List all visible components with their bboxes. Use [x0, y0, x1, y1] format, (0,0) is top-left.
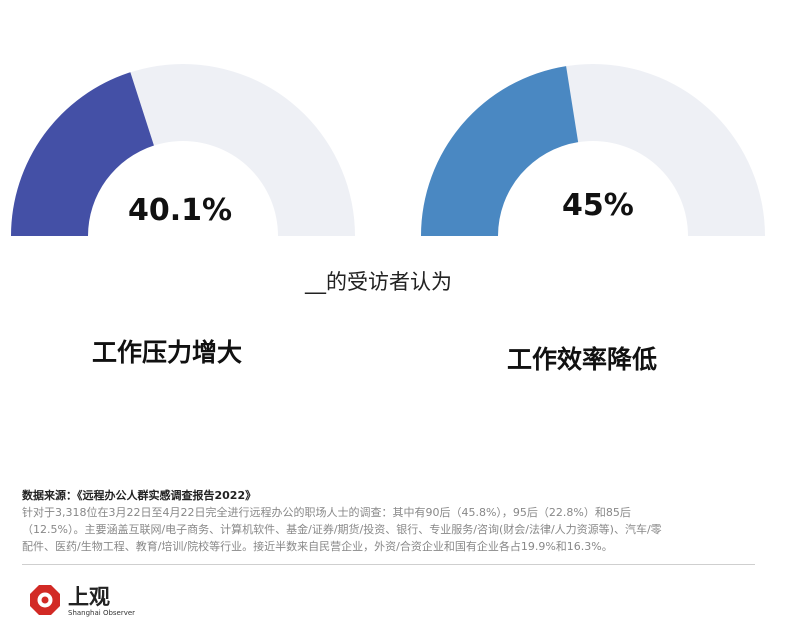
gauge-left-category-label: 工作压力增大 — [92, 338, 243, 367]
source-line: 配件、医药/生物工程、教育/培训/院校等行业。接近半数来自民营企业，外资/合资企… — [22, 540, 613, 553]
logo-mark-icon — [30, 585, 60, 615]
gauge-left-value-label: 40.1% — [128, 193, 233, 228]
shanghai-observer-logo: 上观 Shanghai Observer — [28, 583, 138, 623]
gauge-right-value-label: 45% — [562, 188, 634, 223]
gauge-chart-left — [11, 64, 355, 236]
logo-text: 上观 — [68, 584, 110, 609]
gauge-chart-right — [421, 64, 765, 236]
respondents-caption: __的受访者认为 — [305, 270, 452, 294]
logo-subtext: Shanghai Observer — [68, 609, 136, 617]
source-line: 针对于3,318位在3月22日至4月22日完全进行远程办公的职场人士的调查：其中… — [22, 506, 631, 519]
gauge-right-category-label: 工作效率降低 — [507, 345, 658, 374]
data-source-note: 数据来源：《远程办公人群实感调查报告2022》 针对于3,318位在3月22日至… — [22, 487, 782, 555]
gauge-left-value-arc — [11, 72, 154, 236]
source-title: 数据来源：《远程办公人群实感调查报告2022》 — [22, 489, 257, 502]
source-line: （12.5%）。主要涵盖互联网/电子商务、计算机软件、基金/证券/期货/投资、银… — [22, 523, 662, 536]
gauge-right-value-arc — [421, 66, 579, 236]
divider — [22, 564, 755, 565]
